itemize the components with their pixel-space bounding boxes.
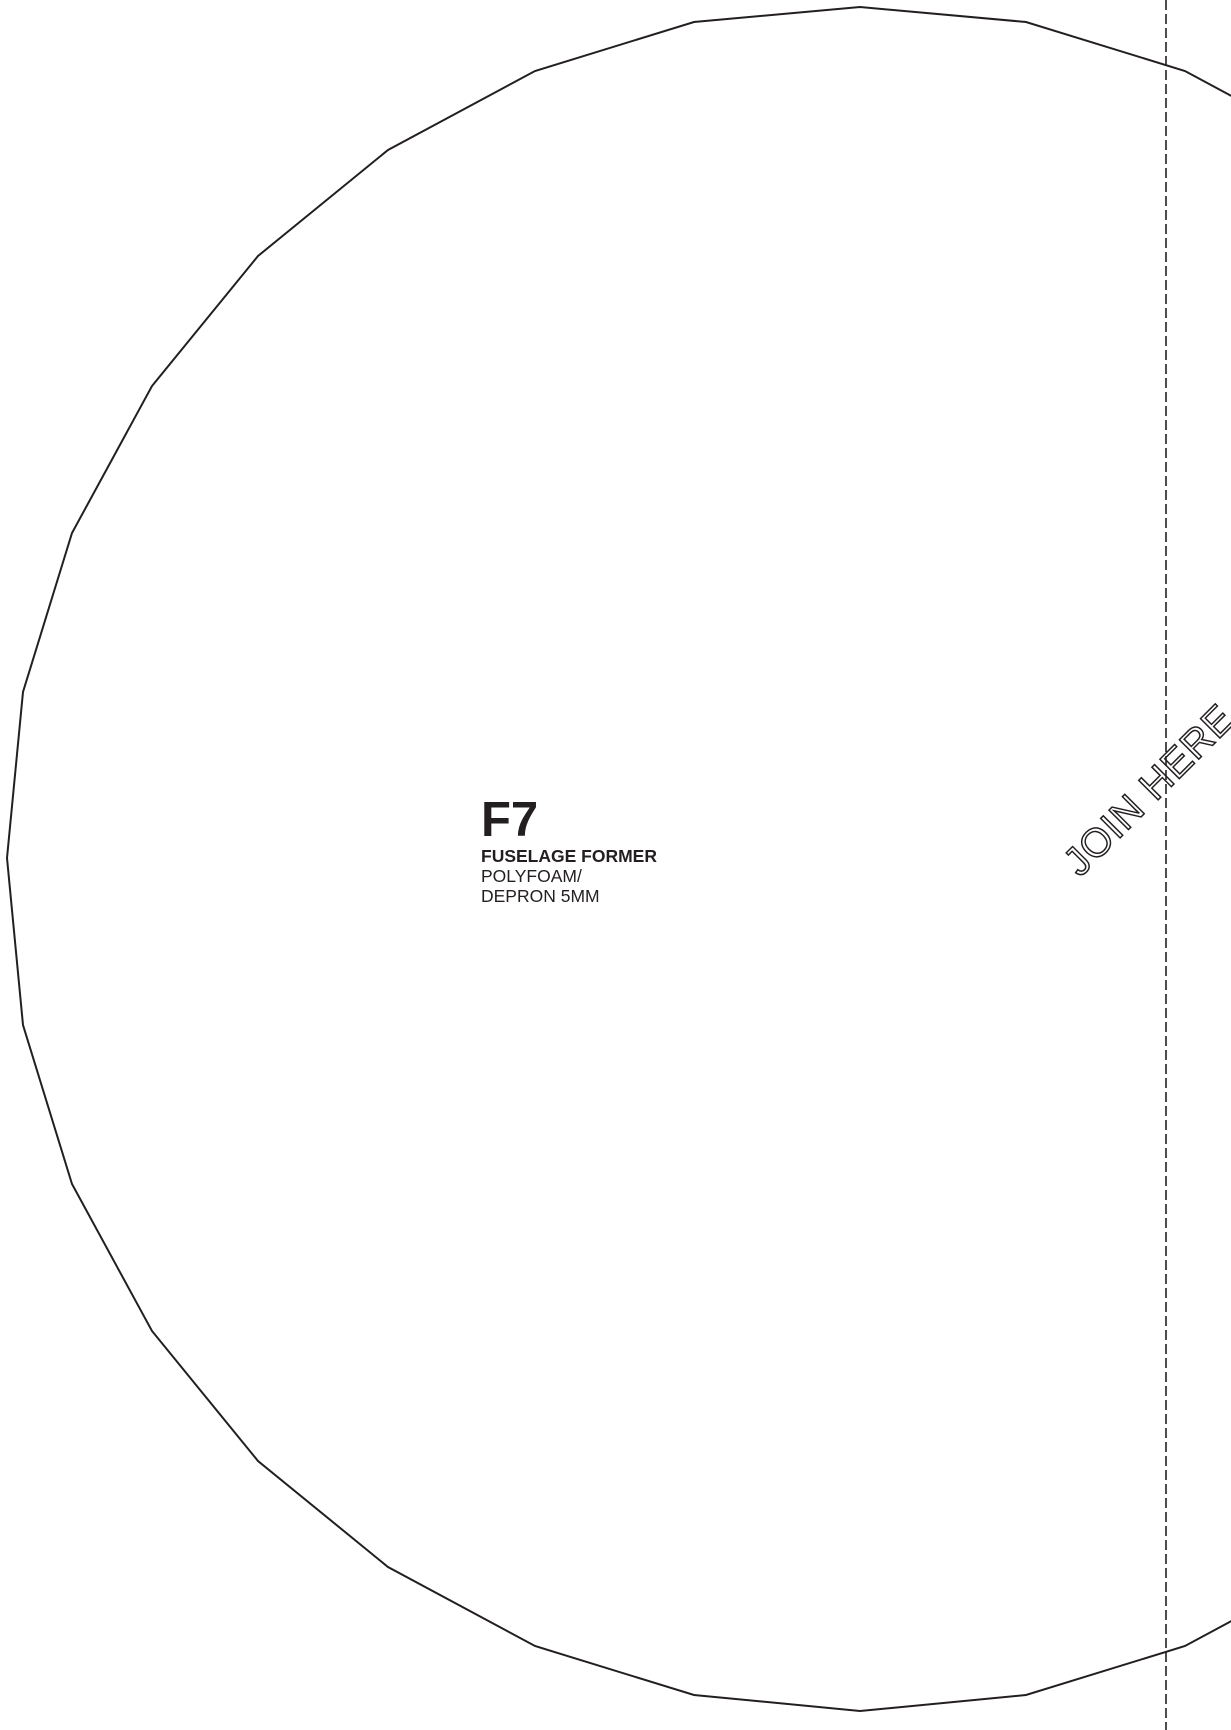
part-material-line-2: DEPRON 5MM	[481, 886, 600, 906]
part-material-line-1: POLYFOAM/	[481, 866, 582, 886]
part-label: F7 FUSELAGE FORMER POLYFOAM/ DEPRON 5MM	[481, 793, 657, 907]
fuselage-former-outline	[5, 5, 1231, 1713]
part-name: FUSELAGE FORMER	[481, 846, 657, 866]
join-here-label: JOIN HERE	[1055, 696, 1231, 884]
part-code: F7	[481, 793, 539, 847]
